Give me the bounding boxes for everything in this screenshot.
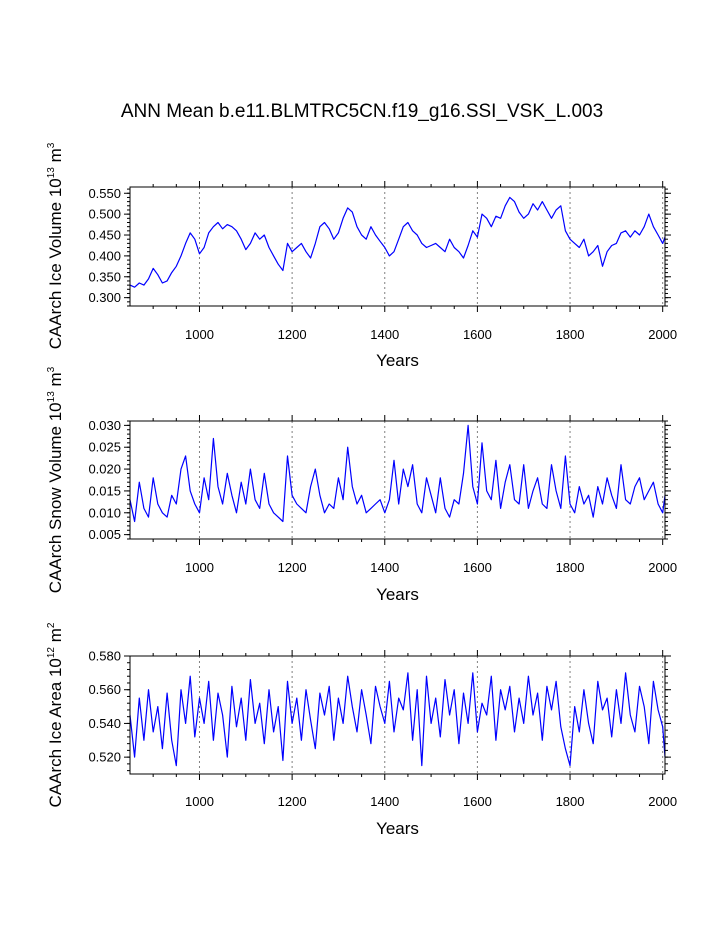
panel-2: 1000 1200 1400 1600 1800 2000 0.005 0.010 0.015 0… xyxy=(46,366,677,604)
y-tick-label: 0.030 xyxy=(88,418,121,433)
panel-3: 1000 1200 1400 1600 1800 2000 0.520 0.540 0.560 0… xyxy=(46,622,677,838)
y-axis-label-unit-exponent: 3 xyxy=(46,142,57,148)
x-tick-label: 1400 xyxy=(370,560,399,575)
plot-frame xyxy=(129,655,666,775)
x-tick-label: 1600 xyxy=(463,794,492,809)
y-tick-label: 0.450 xyxy=(88,228,121,243)
x-tick-label: 1600 xyxy=(463,560,492,575)
series-line xyxy=(129,196,666,288)
y-axis-label-unit-exponent: 2 xyxy=(46,622,57,628)
x-tick-label: 1800 xyxy=(556,794,585,809)
y-axis-label-text: CAArch Ice Area 10 xyxy=(46,658,65,807)
chart-panels: 1000 1200 1400 1600 1800 2000 0.300 0.350 0.400 0… xyxy=(46,142,677,838)
series-line xyxy=(129,672,666,767)
chart-title: ANN Mean b.e11.BLMTRC5CN.f19_g16.SSI_VSK… xyxy=(121,101,603,122)
plot-frame xyxy=(129,186,666,307)
y-tick-label: 0.560 xyxy=(88,682,121,697)
x-tick-label: 2000 xyxy=(648,560,677,575)
x-tick-label: 1200 xyxy=(278,560,307,575)
y-tick-label: 0.010 xyxy=(88,505,121,520)
y-tick-label: 0.005 xyxy=(88,527,121,542)
x-tick-label: 1600 xyxy=(463,327,492,342)
y-axis-label-unit: m xyxy=(46,628,65,647)
y-axis-label-text: CAArch Ice Volume 10 xyxy=(46,178,65,349)
y-axis-label-unit: m xyxy=(46,148,65,167)
y-tick-label: 0.020 xyxy=(88,462,121,477)
y-tick-label: 0.550 xyxy=(88,186,121,201)
x-tick-label: 1000 xyxy=(185,327,214,342)
y-axis-label-exponent: 13 xyxy=(46,391,57,403)
y-axis-label: CAArch Ice Area 1012 m2 xyxy=(46,622,65,807)
y-axis-label: CAArch Ice Volume 1013 m3 xyxy=(46,142,65,349)
x-tick-label: 1000 xyxy=(185,794,214,809)
x-tick-label: 1200 xyxy=(278,794,307,809)
x-tick-label: 1000 xyxy=(185,560,214,575)
y-tick-label: 0.500 xyxy=(88,207,121,222)
y-axis-label-text: CAArch Snow Volume 10 xyxy=(46,402,65,593)
y-tick-label: 0.300 xyxy=(88,290,121,305)
x-tick-label: 2000 xyxy=(648,794,677,809)
x-axis-label: Years xyxy=(376,351,419,370)
plot-frame xyxy=(129,420,666,540)
y-tick-label: 0.400 xyxy=(88,248,121,263)
y-tick-label: 0.540 xyxy=(88,716,121,731)
x-tick-label: 1400 xyxy=(370,794,399,809)
y-tick-label: 0.580 xyxy=(88,649,121,664)
x-tick-label: 1800 xyxy=(556,560,585,575)
panel-1: 1000 1200 1400 1600 1800 2000 0.300 0.350 0.400 0… xyxy=(46,142,677,370)
y-axis-label: CAArch Snow Volume 1013 m3 xyxy=(46,366,65,593)
y-axis-label-exponent: 13 xyxy=(46,167,57,179)
y-tick-label: 0.520 xyxy=(88,750,121,765)
series-line xyxy=(129,424,666,523)
x-tick-label: 1200 xyxy=(278,327,307,342)
y-tick-label: 0.015 xyxy=(88,483,121,498)
x-tick-label: 1800 xyxy=(556,327,585,342)
y-axis-label-unit-exponent: 3 xyxy=(46,366,57,372)
y-axis-label-unit: m xyxy=(46,372,65,391)
x-tick-label: 2000 xyxy=(648,327,677,342)
x-tick-label: 1400 xyxy=(370,327,399,342)
y-tick-label: 0.350 xyxy=(88,269,121,284)
x-axis-label: Years xyxy=(376,585,419,604)
y-tick-label: 0.025 xyxy=(88,440,121,455)
x-axis-label: Years xyxy=(376,819,419,838)
y-axis-label-exponent: 12 xyxy=(46,647,57,659)
